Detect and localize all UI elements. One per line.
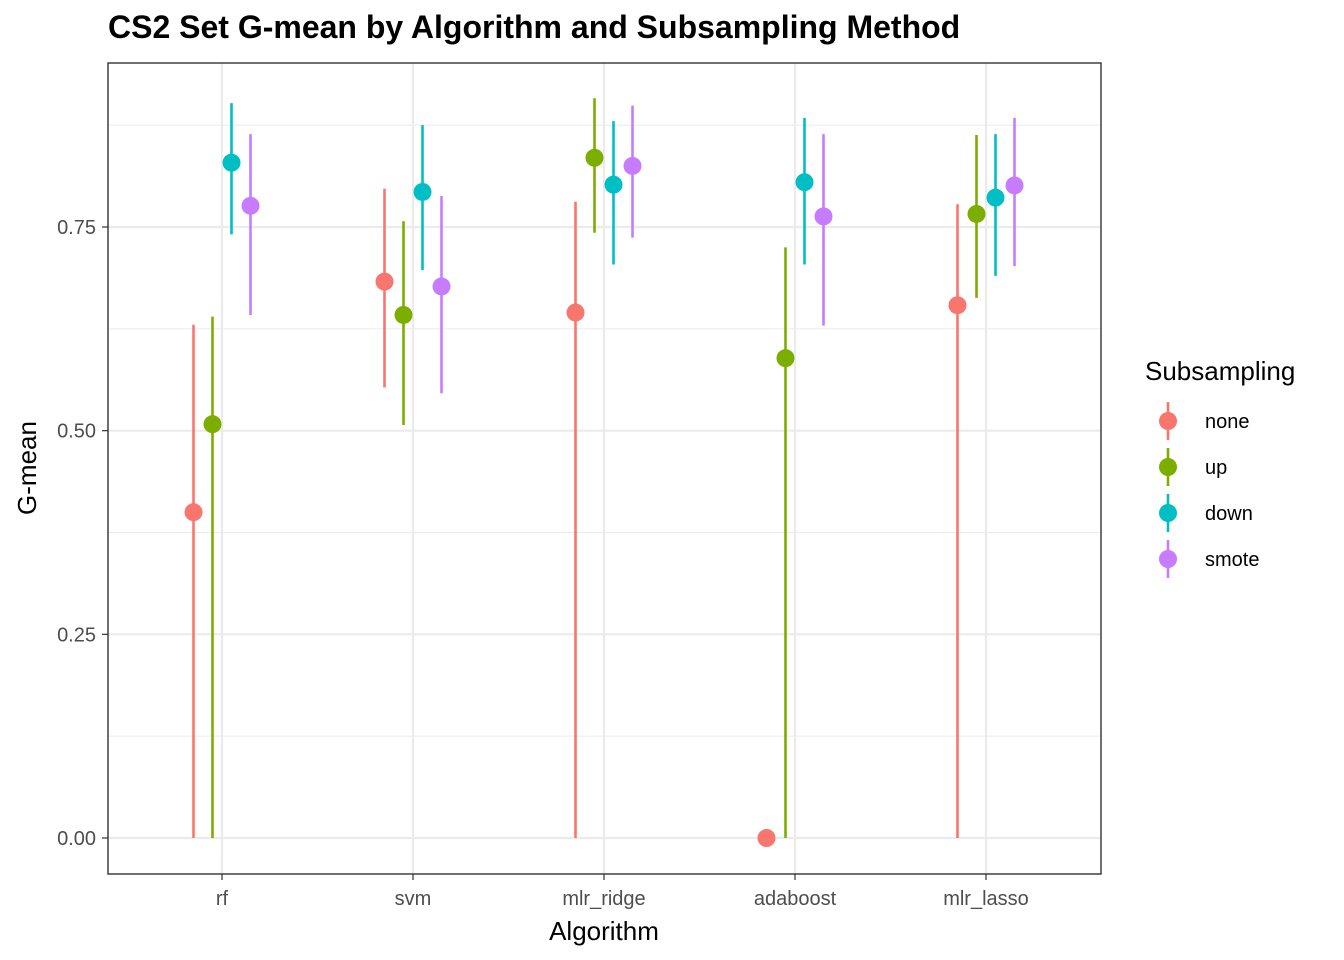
data-point (413, 182, 432, 201)
y-tick-label: 0.50 (57, 421, 96, 443)
series-none (184, 188, 967, 847)
data-point (184, 503, 203, 522)
series-down (222, 103, 1005, 276)
data-point (566, 303, 585, 322)
legend: Subsampling none up down smote (1145, 356, 1295, 578)
legend-item-up: up (1159, 448, 1227, 486)
data-point (222, 153, 241, 172)
x-tick-label-svm: svm (395, 888, 432, 910)
plot-panel (108, 63, 1101, 874)
data-point (375, 272, 394, 291)
legend-label: up (1205, 457, 1227, 479)
legend-key-point (1159, 504, 1177, 522)
chart-title: CS2 Set G-mean by Algorithm and Subsampl… (108, 9, 960, 45)
x-tick-label-rf: rf (216, 888, 229, 910)
y-axis-title: G-mean (12, 421, 42, 515)
data-point (814, 207, 833, 226)
panel-border (107, 62, 1102, 875)
legend-item-down: down (1159, 494, 1253, 532)
data-point (757, 829, 776, 847)
data-point (986, 188, 1005, 207)
data-point (585, 148, 604, 167)
data-point (203, 415, 222, 434)
data-point (795, 173, 814, 192)
data-point (1005, 176, 1024, 195)
series-smote (241, 105, 1024, 394)
legend-key-point (1159, 550, 1177, 568)
legend-item-none: none (1159, 402, 1250, 440)
data-point (967, 204, 986, 223)
x-axis: rf svm mlr_ridge adaboost mlr_lasso (216, 874, 1029, 910)
legend-key-point (1159, 458, 1177, 476)
legend-label: smote (1205, 549, 1259, 571)
x-axis-title: Algorithm (549, 916, 659, 946)
legend-item-smote: smote (1159, 540, 1259, 578)
data-point (432, 277, 451, 296)
data-point (394, 305, 413, 324)
data-point (776, 349, 795, 368)
y-tick-label: 0.75 (57, 217, 96, 239)
legend-label: down (1205, 503, 1253, 525)
data-point (623, 156, 642, 175)
legend-title: Subsampling (1145, 356, 1295, 386)
legend-label: none (1205, 411, 1250, 433)
legend-key-point (1159, 412, 1177, 430)
x-tick-label-mlr_ridge: mlr_ridge (562, 888, 645, 910)
y-axis: 0.00 0.25 0.50 0.75 (57, 217, 108, 850)
plot-marks (107, 62, 1102, 875)
series-up (203, 98, 986, 838)
data-point (948, 296, 967, 315)
y-tick-label: 0.25 (57, 624, 96, 646)
y-tick-label: 0.00 (57, 828, 96, 850)
data-point (241, 196, 260, 215)
data-point (604, 175, 623, 194)
x-tick-label-adaboost: adaboost (754, 888, 837, 910)
x-tick-label-mlr_lasso: mlr_lasso (943, 888, 1029, 910)
